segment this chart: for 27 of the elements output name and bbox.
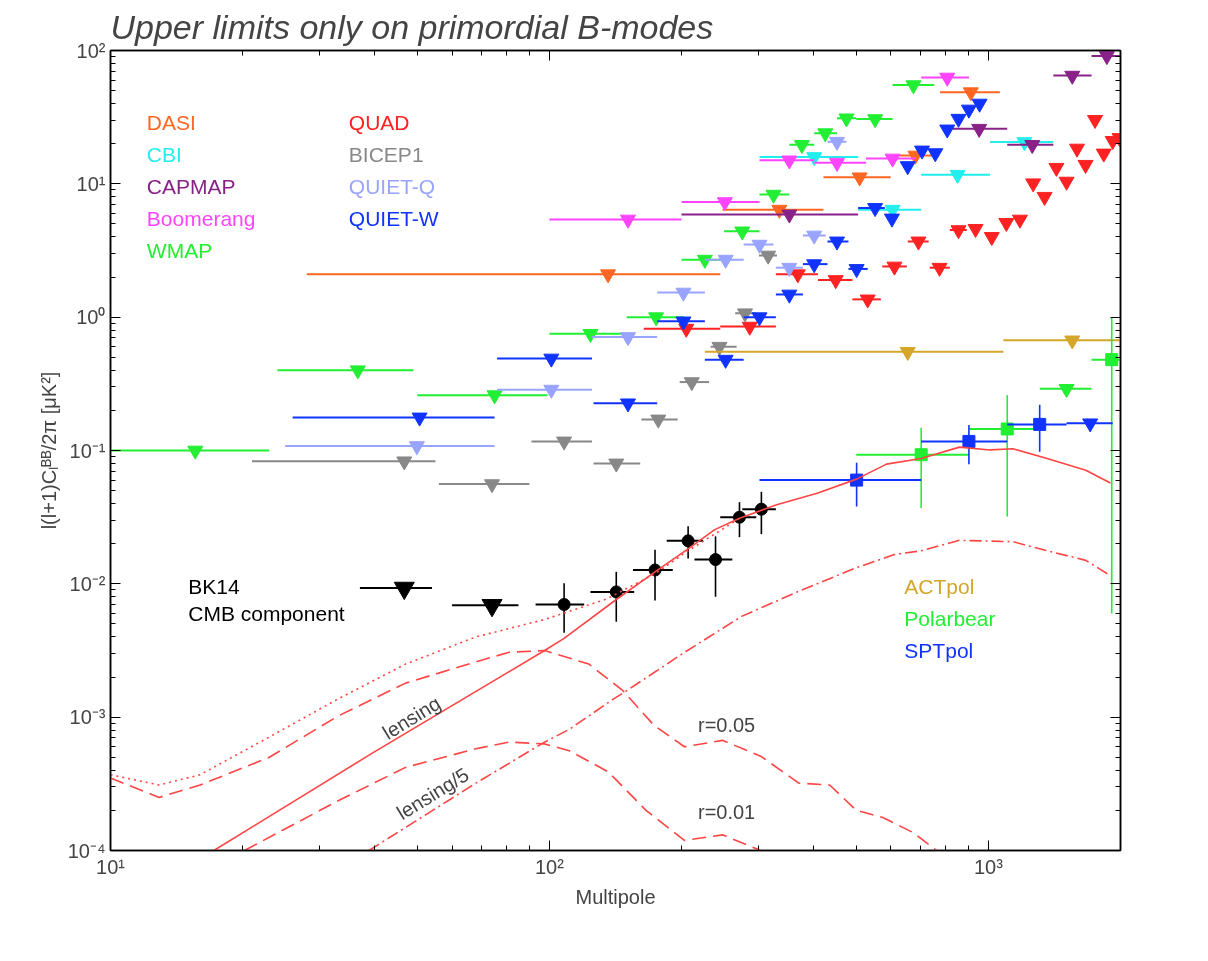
y-tick-label: 10¹: [76, 172, 106, 195]
annotation: r=0.01: [697, 801, 756, 824]
y-tick-label: 10⁻²: [69, 572, 106, 595]
text: CAPMAP: [146, 175, 236, 198]
x-axis-title: Multipole: [575, 885, 656, 908]
text: QUAD: [348, 111, 410, 134]
text: WMAP: [146, 239, 213, 262]
text: DASI: [146, 111, 196, 134]
text: BK14 CMB component: [188, 574, 345, 626]
chart-title: Upper limits only on primordial B-modes: [110, 7, 714, 46]
text: Boomerang: [146, 207, 256, 230]
y-tick-label: 10⁰: [76, 306, 106, 329]
text: SPTpol: [904, 639, 974, 662]
annotation: r=0.05: [697, 713, 756, 736]
y-tick-label: 10²: [76, 39, 106, 62]
text: QUIET-Q: [348, 175, 436, 198]
y-tick-label: 10⁻¹: [69, 439, 106, 462]
y-tick-label: 10⁻³: [69, 706, 106, 729]
y-axis-title: l(l+1)Cₗᴮᴮ/2π [μK²]: [37, 371, 60, 530]
text: CBI: [146, 143, 182, 166]
x-tick-label: 10³: [973, 855, 1004, 878]
x-tick-label: 10²: [534, 855, 565, 878]
x-tick-label: 10¹: [96, 855, 126, 878]
text: ACTpol: [904, 575, 975, 598]
text: BICEP1: [348, 143, 424, 166]
text: Polarbear: [904, 607, 996, 630]
text: QUIET-W: [348, 207, 439, 230]
